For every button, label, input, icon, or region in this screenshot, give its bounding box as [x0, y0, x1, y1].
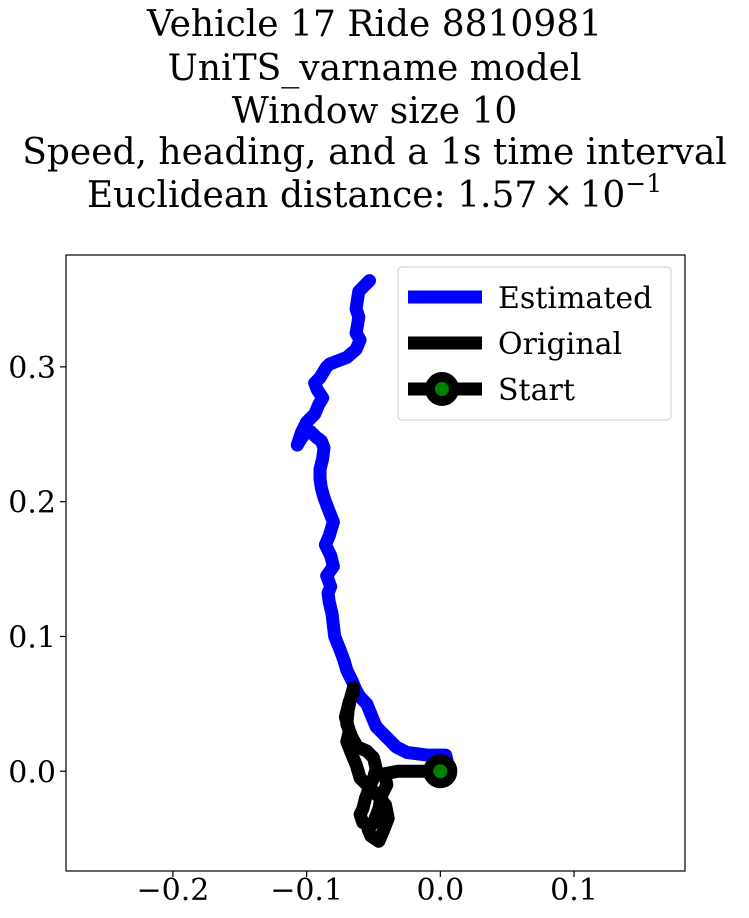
title-metric-mantissa: 1.57 [457, 175, 537, 216]
title-line-4: Speed, heading, and a 1s time interval [22, 132, 727, 173]
x-tick-label: −0.2 [137, 873, 210, 908]
title-line-2: UniTS_varname model [168, 48, 582, 89]
legend-estimated-label: Estimated [498, 281, 652, 316]
x-tick-label: 0.0 [416, 873, 464, 908]
legend-original-label: Original [498, 327, 622, 362]
title-metric-exponent: −1 [625, 169, 662, 198]
legend-box [397, 266, 672, 421]
chart-title: Vehicle 17 Ride 8810981 UniTS_varname mo… [22, 4, 727, 216]
plot-frame [65, 254, 686, 872]
title-metric-prefix: Euclidean distance: [87, 175, 457, 216]
x-tick-label: 0.1 [550, 873, 598, 908]
y-tick-label: 0.2 [8, 486, 56, 521]
axes-layer: −0.2 −0.1 0.0 0.1 0.0 0.1 0.2 0.3 [8, 351, 598, 908]
legend-start-label: Start [498, 373, 575, 408]
title-metric-base: 10 [579, 175, 625, 216]
legend-start-marker [425, 372, 459, 406]
title-line-3: Window size 10 [232, 91, 518, 132]
title-line-1: Vehicle 17 Ride 8810981 [146, 4, 602, 45]
y-tick-label: 0.3 [8, 351, 56, 386]
estimated-line [290, 274, 454, 778]
y-tick-label: 0.0 [8, 755, 56, 790]
series-layer [290, 274, 458, 848]
start-marker [423, 754, 458, 789]
title-line-5: Euclidean distance: 1.57 × 10−1 [87, 169, 662, 216]
title-metric-times: × [543, 175, 573, 216]
y-tick-label: 0.1 [8, 620, 56, 655]
legend: Estimated Original Start [397, 266, 672, 421]
original-line [338, 681, 447, 848]
x-tick-label: −0.1 [270, 873, 343, 908]
